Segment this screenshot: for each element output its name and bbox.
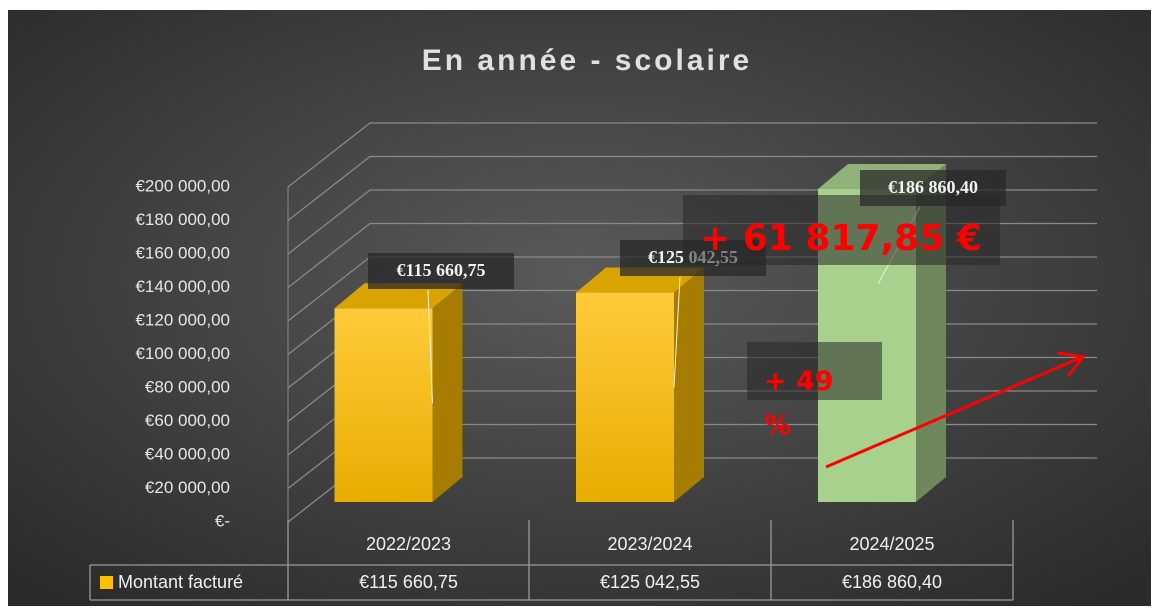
grid-line: [287, 155, 1097, 222]
x-tick-label: 2023/2024: [607, 534, 692, 554]
data-label: €186 860,40: [888, 177, 978, 197]
leader-line: [427, 289, 433, 404]
trend-arrow-head: [1057, 351, 1086, 377]
y-tick-label: €140 000,00: [135, 277, 230, 296]
data-label-box: [368, 253, 514, 289]
bar-side: [674, 267, 704, 502]
y-tick-label: €80 000,00: [145, 377, 230, 396]
y-tick-label: €200 000,00: [135, 176, 230, 195]
bar-top: [334, 283, 463, 309]
annotation-box: [683, 195, 1000, 265]
annotation-box: [747, 342, 882, 400]
difference-annotation: + 61 817,85 €: [700, 218, 982, 259]
grid-line: [287, 122, 1097, 188]
bar-side: [432, 283, 463, 502]
y-tick-label: €40 000,00: [145, 444, 230, 463]
table-value: €115 660,75: [359, 572, 458, 592]
table-value: €125 042,55: [600, 572, 700, 592]
x-tick-label: 2022/2023: [366, 534, 451, 554]
y-tick-label: €60 000,00: [145, 411, 230, 430]
y-tick-label: €160 000,00: [135, 243, 230, 262]
bar: [334, 283, 463, 502]
y-tick-label: €-: [215, 511, 230, 530]
legend-label: Montant facturé: [118, 572, 243, 592]
y-tick-label: €180 000,00: [135, 210, 230, 229]
bar-front: [334, 308, 433, 502]
x-tick-label: 2024/2025: [849, 534, 934, 554]
leader-line: [673, 276, 681, 388]
y-tick-label: €120 000,00: [135, 310, 230, 329]
data-label: €115 660,75: [396, 260, 485, 280]
y-tick-label: €20 000,00: [145, 478, 230, 497]
trend-arrow: [825, 356, 1081, 469]
bar: [576, 267, 704, 502]
percent-annotation: + 49 %: [764, 366, 834, 441]
table-value: €186 860,40: [842, 572, 942, 592]
y-tick-label: €100 000,00: [135, 344, 230, 363]
legend-swatch: [100, 576, 113, 589]
chart-title: En année - scolaire: [422, 44, 752, 77]
bar-front: [576, 292, 674, 502]
